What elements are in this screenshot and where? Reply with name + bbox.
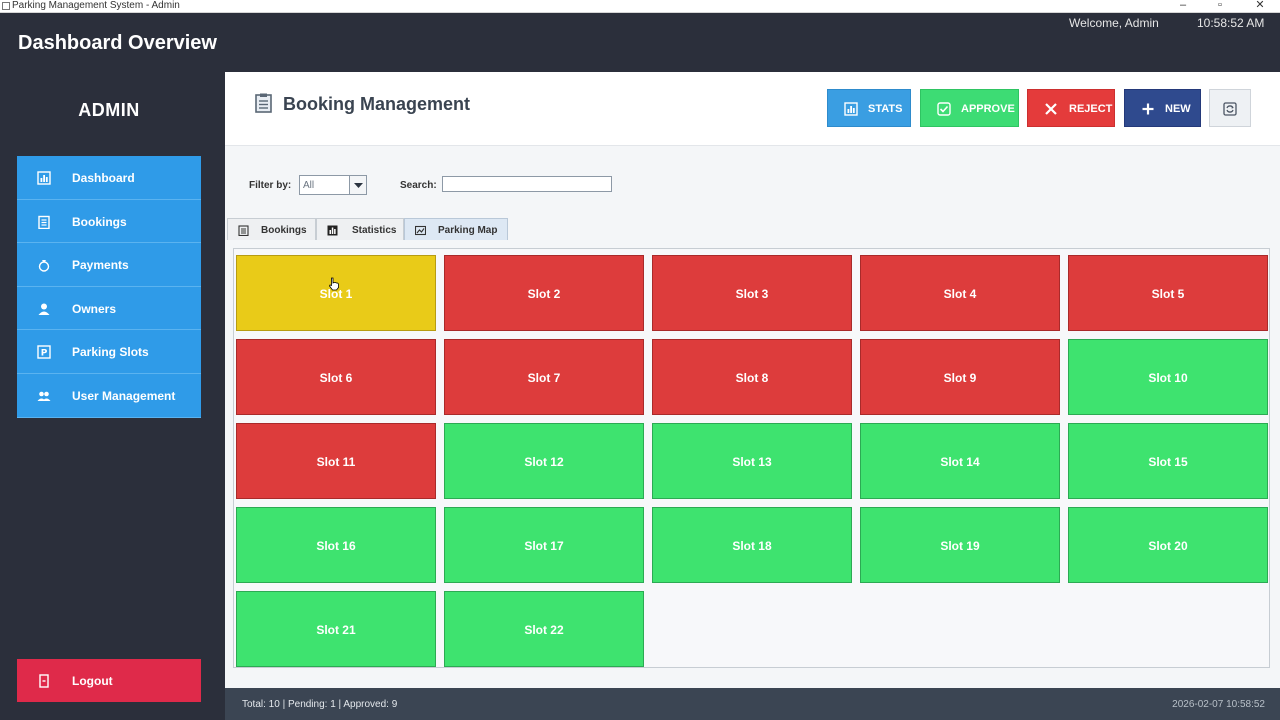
sidebar-item-payments[interactable]: Payments (17, 243, 201, 287)
sidebar-item-label: Bookings (72, 214, 127, 229)
clipboard-icon (38, 215, 50, 229)
filter-label: Filter by: (249, 180, 292, 191)
parking-slot[interactable]: Slot 14 (860, 423, 1060, 499)
parking-slot[interactable]: Slot 7 (444, 339, 644, 415)
parking-slot[interactable]: Slot 11 (236, 423, 436, 499)
parking-slot[interactable]: Slot 20 (1068, 507, 1268, 583)
reject-button[interactable]: REJECT (1027, 89, 1115, 127)
status-bar: Total: 10 | Pending: 1 | Approved: 9 202… (225, 688, 1280, 720)
parking-slot[interactable]: Slot 4 (860, 255, 1060, 331)
clipboard-icon (255, 93, 272, 113)
parking-slot[interactable]: Slot 10 (1068, 339, 1268, 415)
logout-label: Logout (72, 674, 113, 688)
parking-slot[interactable]: Slot 15 (1068, 423, 1268, 499)
app-icon (2, 2, 10, 10)
section-header: Booking Management STATS APPROVE REJECT … (225, 72, 1280, 146)
status-datetime: 2026-02-07 10:58:52 (1172, 699, 1265, 710)
sidebar-item-label: Owners (72, 301, 117, 316)
sidebar-nav: Dashboard Bookings Payments Owners P Par… (17, 156, 201, 418)
parking-slot[interactable]: Slot 1 (236, 255, 436, 331)
sidebar-item-label: Payments (72, 258, 129, 273)
parking-slot[interactable]: Slot 21 (236, 591, 436, 667)
parking-slot[interactable]: Slot 9 (860, 339, 1060, 415)
refresh-button[interactable] (1209, 89, 1251, 127)
welcome-text: Welcome, Admin (1069, 16, 1159, 30)
plus-icon (1142, 103, 1154, 115)
sidebar-item-label: Parking Slots (72, 345, 149, 360)
sidebar: ADMIN Dashboard Bookings Payments Owners… (0, 72, 225, 720)
sidebar-item-label: Dashboard (72, 171, 135, 185)
chart-icon (37, 171, 51, 185)
parking-slot[interactable]: Slot 19 (860, 507, 1060, 583)
minimize-button[interactable]: – (1179, 0, 1187, 11)
app-header: Dashboard Overview Welcome, Admin 10:58:… (0, 13, 1280, 72)
tab-bookings[interactable]: Bookings (227, 218, 316, 240)
tab-statistics[interactable]: Statistics (316, 218, 404, 240)
search-label: Search: (400, 180, 437, 191)
parking-slot[interactable]: Slot 3 (652, 255, 852, 331)
search-input[interactable] (442, 176, 612, 192)
parking-slot[interactable]: Slot 5 (1068, 255, 1268, 331)
chart-icon (327, 225, 338, 236)
window-titlebar: Parking Management System - Admin – ▫ ✕ (0, 0, 1280, 13)
close-icon (1045, 103, 1057, 115)
chevron-down-icon[interactable] (349, 176, 366, 194)
filter-selected-value: All (303, 180, 315, 191)
chart-icon (844, 102, 858, 116)
window-title: Parking Management System - Admin (12, 0, 180, 11)
parking-slot[interactable]: Slot 17 (444, 507, 644, 583)
hand-cursor-icon (329, 277, 339, 291)
parking-slot[interactable]: Slot 16 (236, 507, 436, 583)
svg-text:P: P (41, 349, 48, 359)
sidebar-item-dashboard[interactable]: Dashboard (17, 156, 201, 200)
money-bag-icon (38, 260, 50, 272)
new-button[interactable]: NEW (1124, 89, 1201, 127)
page-title: Dashboard Overview (18, 32, 217, 54)
parking-icon: P (37, 345, 51, 360)
parking-slot[interactable]: Slot 13 (652, 423, 852, 499)
filter-bar: Filter by: All Search: (225, 160, 1280, 210)
approve-label: APPROVE (961, 103, 1015, 115)
sidebar-item-owners[interactable]: Owners (17, 286, 201, 331)
filter-select[interactable]: All (299, 175, 367, 195)
tab-parking-map[interactable]: Parking Map (404, 218, 508, 240)
parking-slot[interactable]: Slot 8 (652, 339, 852, 415)
clock-text: 10:58:52 AM (1197, 16, 1265, 30)
sidebar-item-label: User Management (72, 388, 176, 403)
parking-slot[interactable]: Slot 2 (444, 255, 644, 331)
checkbox-icon (937, 102, 951, 116)
parking-slot[interactable]: Slot 18 (652, 507, 852, 583)
tab-label: Bookings (261, 225, 307, 236)
parking-slot[interactable]: Slot 6 (236, 339, 436, 415)
section-title: Booking Management (283, 94, 471, 114)
logout-button[interactable]: Logout (17, 659, 201, 702)
clipboard-icon (238, 225, 249, 236)
parking-map-panel: Slot 1 Slot 2 Slot 3 Slot 4 Slot 5 Slot … (233, 248, 1270, 668)
map-icon (415, 225, 426, 236)
tab-label: Parking Map (438, 225, 498, 236)
maximize-button[interactable]: ▫ (1218, 0, 1222, 11)
sidebar-item-parking-slots[interactable]: P Parking Slots (17, 330, 201, 374)
parking-slot[interactable]: Slot 12 (444, 423, 644, 499)
sidebar-item-user-management[interactable]: User Management (17, 373, 201, 418)
close-button[interactable]: ✕ (1255, 0, 1265, 11)
exit-icon (39, 674, 49, 688)
main-content: Booking Management STATS APPROVE REJECT … (225, 72, 1280, 688)
stats-label: STATS (868, 103, 903, 115)
booking-summary: Total: 10 | Pending: 1 | Approved: 9 (242, 699, 398, 710)
new-label: NEW (1165, 103, 1191, 115)
parking-slot[interactable]: Slot 22 (444, 591, 644, 667)
approve-button[interactable]: APPROVE (920, 89, 1019, 127)
tab-label: Statistics (352, 225, 397, 236)
reject-label: REJECT (1069, 103, 1113, 115)
sidebar-item-bookings[interactable]: Bookings (17, 199, 201, 244)
refresh-icon (1223, 102, 1237, 116)
user-role-label: ADMIN (78, 100, 140, 120)
stats-button[interactable]: STATS (827, 89, 911, 127)
users-icon (37, 391, 51, 401)
user-icon (38, 303, 50, 315)
